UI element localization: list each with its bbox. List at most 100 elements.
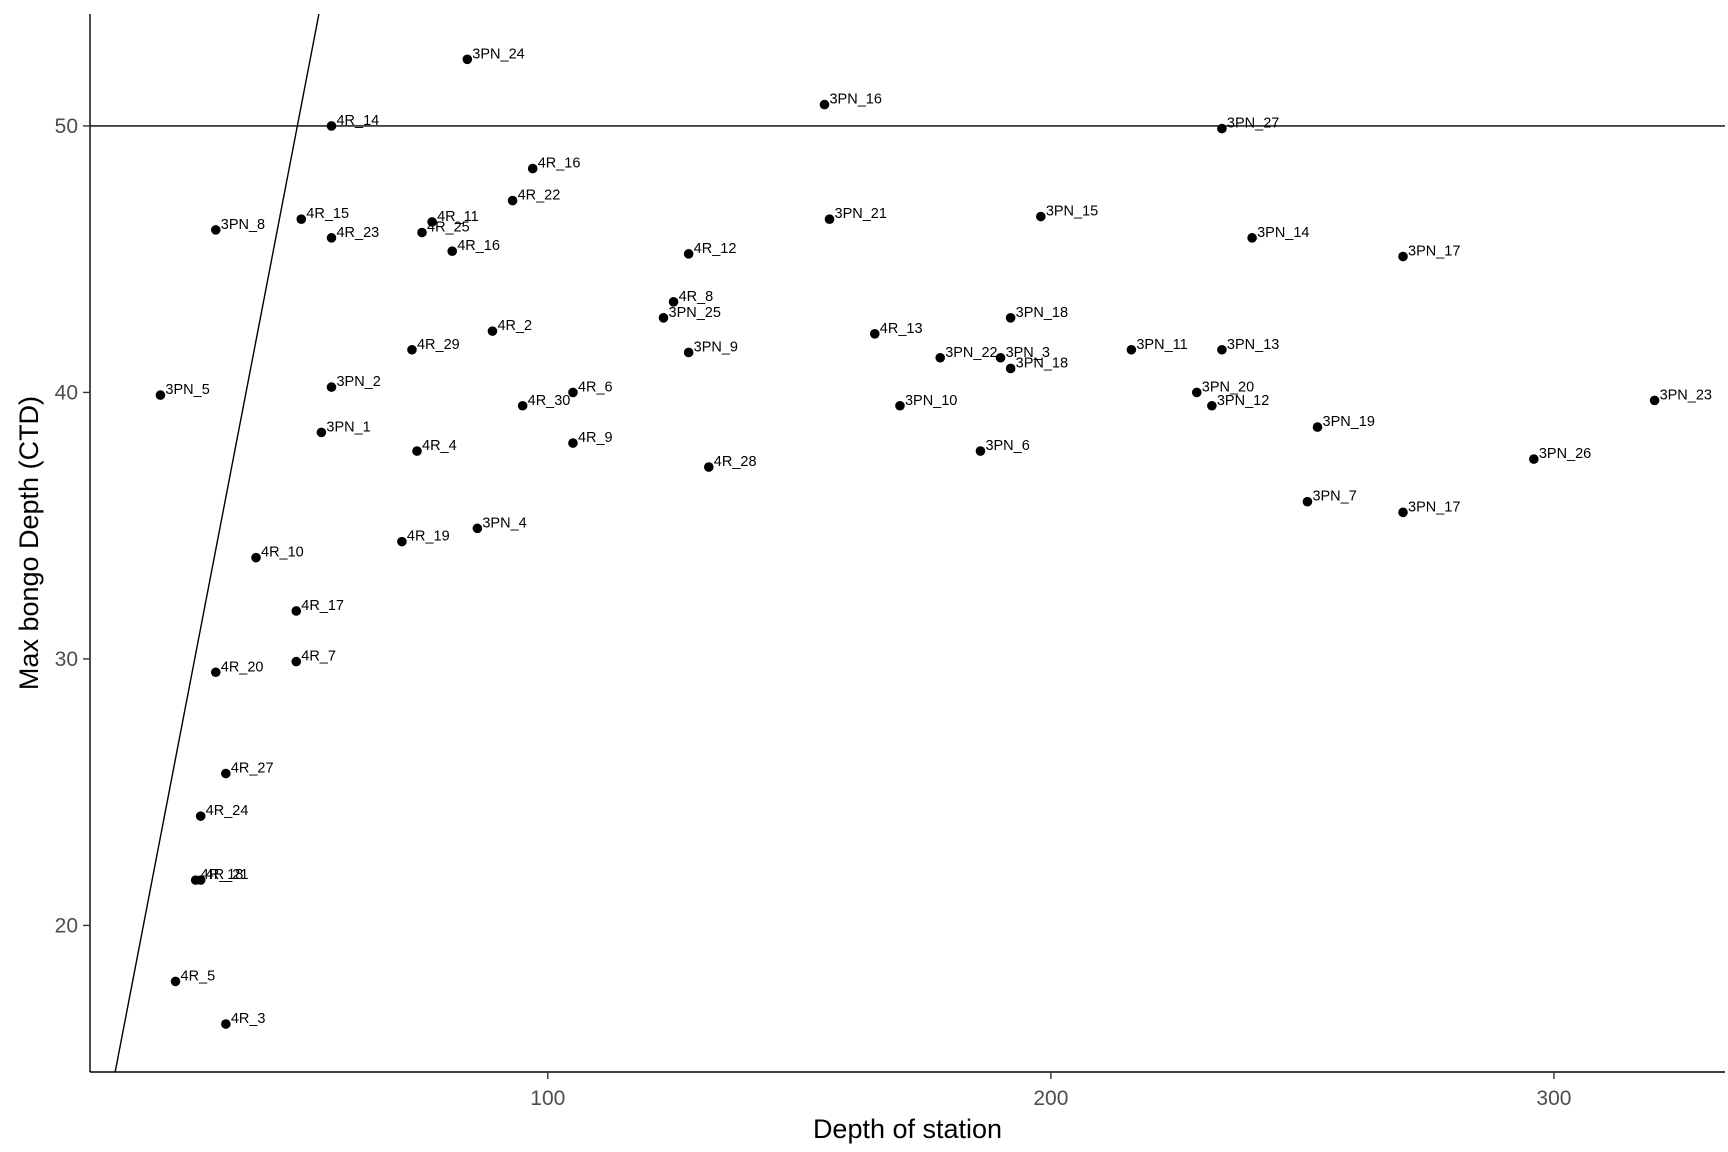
data-point-label: 4R_14	[336, 113, 379, 129]
data-point-label: 3PN_17	[1408, 244, 1460, 260]
data-point	[1217, 123, 1227, 134]
data-point-label: 3PN_26	[1539, 446, 1591, 462]
data-point-label: 4R_28	[714, 454, 757, 470]
data-point-label: 4R_21	[206, 867, 249, 883]
data-point-label: 3PN_16	[829, 92, 881, 108]
data-point-label: 4R_7	[301, 649, 336, 665]
data-point-label: 3PN_5	[165, 382, 209, 398]
data-point-label: 4R_12	[694, 241, 737, 257]
data-point-label: 3PN_22	[945, 345, 997, 361]
x-tick-label: 100	[530, 1087, 565, 1110]
data-point	[1398, 507, 1408, 518]
data-point-label: 3PN_19	[1323, 414, 1375, 430]
data-point-label: 3PN_3	[1006, 345, 1050, 361]
data-point-label: 3PN_15	[1046, 204, 1098, 220]
data-point-label: 3PN_4	[482, 515, 526, 531]
data-point	[1398, 251, 1408, 262]
data-point	[668, 297, 679, 307]
data-point	[291, 606, 302, 616]
data-point	[210, 667, 221, 678]
data-point	[1247, 233, 1257, 243]
data-point	[1649, 395, 1660, 406]
data-point	[819, 99, 830, 110]
data-point	[1191, 387, 1202, 398]
data-point	[1036, 211, 1046, 222]
data-point-label: 4R_24	[206, 803, 249, 819]
data-point-label: 3PN_9	[694, 339, 738, 355]
y-tick-label: 40	[55, 381, 78, 404]
data-point-label: 3PN_13	[1227, 337, 1279, 353]
data-point-label: 3PN_7	[1312, 489, 1356, 505]
data-point	[1005, 313, 1016, 323]
data-point	[472, 523, 483, 534]
data-point-label: 3PN_1	[326, 419, 370, 435]
data-point-label: 3PN_25	[669, 305, 721, 321]
data-point	[1207, 400, 1217, 411]
data-point	[1302, 496, 1313, 507]
data-point	[568, 387, 578, 398]
data-point	[935, 352, 945, 363]
data-point-label: 3PN_20	[1202, 379, 1254, 395]
data-point	[417, 227, 427, 238]
data-point	[447, 246, 458, 256]
x-axis-title: Depth of station	[813, 1114, 1002, 1144]
y-axis-title: Max bongo Depth (CTD)	[14, 396, 44, 690]
diagonal-reference-line	[114, 13, 320, 1073]
data-point	[195, 811, 206, 821]
data-point-label: 4R_16	[538, 156, 581, 172]
data-point-label: 3PN_2	[336, 374, 380, 390]
data-points: 3PN_24 3PN_16 4R_14 3PN_27 4R_16 4R_22 3PN_8 4R…	[155, 46, 1712, 1029]
data-point	[407, 344, 417, 355]
x-tick-label: 300	[1536, 1087, 1571, 1110]
data-point	[703, 462, 714, 472]
reference-lines	[90, 13, 1725, 1073]
data-point-label: 3PN_10	[905, 393, 957, 409]
data-point	[683, 347, 694, 358]
data-point-label: 4R_29	[417, 337, 460, 353]
data-point	[326, 382, 337, 392]
x-tick-label: 200	[1033, 1087, 1068, 1110]
data-point-label: 3PN_14	[1257, 225, 1309, 241]
data-point-label: 4R_16	[457, 238, 500, 254]
data-point	[507, 195, 518, 206]
data-point	[221, 768, 231, 779]
data-point-label: 4R_17	[301, 598, 344, 614]
data-point-label: 3PN_12	[1217, 393, 1269, 409]
data-point	[326, 233, 337, 243]
data-point	[1217, 344, 1227, 355]
y-tick-label: 30	[55, 648, 78, 671]
data-point	[291, 656, 302, 667]
data-point	[155, 390, 166, 400]
data-point	[517, 400, 528, 411]
data-point-label: 3PN_17	[1408, 499, 1460, 515]
data-point	[427, 217, 437, 227]
data-point	[251, 552, 261, 563]
data-point	[1126, 344, 1137, 355]
data-point	[412, 446, 422, 456]
data-point	[210, 225, 221, 235]
data-point	[1529, 454, 1539, 464]
data-point	[1005, 363, 1016, 374]
data-point	[326, 121, 337, 131]
data-point	[296, 214, 307, 225]
data-point-label: 4R_22	[518, 188, 561, 204]
data-point-label: 3PN_8	[221, 217, 265, 233]
data-point	[995, 352, 1006, 363]
data-point	[683, 249, 694, 259]
data-point-label: 4R_11	[437, 209, 479, 225]
data-point	[527, 163, 538, 174]
data-point-label: 4R_19	[407, 529, 450, 545]
data-point-label: 3PN_18	[1016, 305, 1068, 321]
data-point-label: 4R_2	[497, 318, 532, 334]
data-point-label: 4R_23	[336, 225, 379, 241]
data-point-label: 4R_5	[181, 968, 216, 984]
data-point-label: 3PN_18	[1016, 355, 1068, 371]
data-point-label: 4R_18	[201, 867, 244, 883]
y-tick-label: 20	[55, 914, 78, 937]
data-point-label: 4R_20	[221, 659, 264, 675]
data-point	[895, 400, 905, 411]
data-point-label: 3PN_21	[835, 206, 887, 222]
data-point-label: 4R_8	[679, 289, 714, 305]
